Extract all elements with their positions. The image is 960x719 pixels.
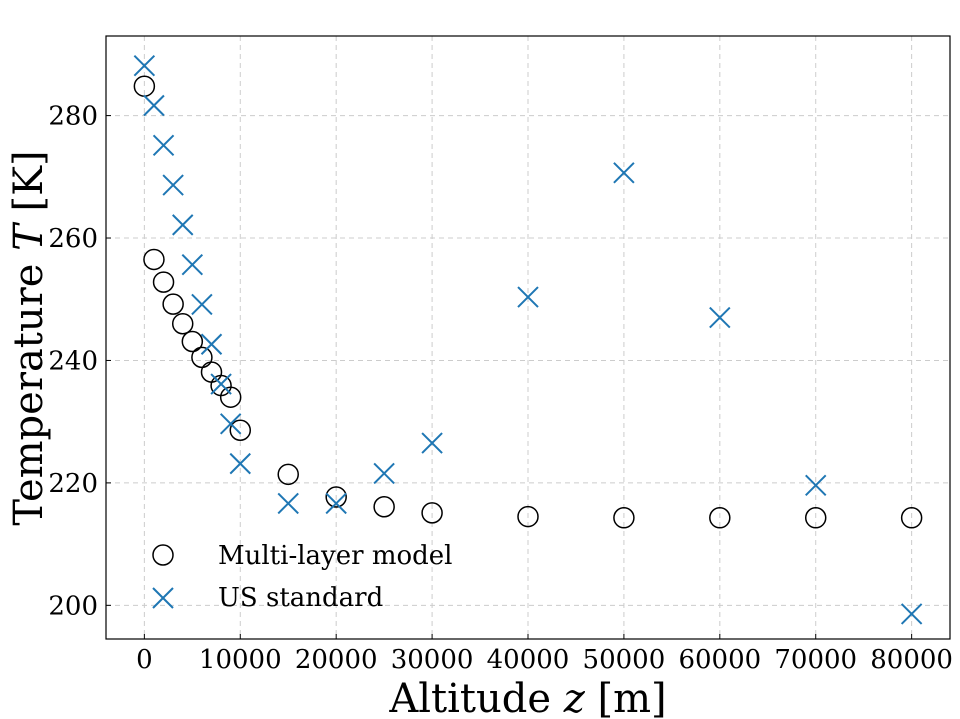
data-point-multi-layer-model	[162, 293, 184, 315]
data-point-multi-layer-model	[200, 361, 223, 383]
data-point-multi-layer-model	[325, 486, 347, 508]
x-tick-label: 10000	[199, 645, 282, 675]
data-point-multi-layer-model	[613, 507, 635, 529]
x-tick-label: 50000	[583, 645, 666, 675]
data-point-us-standard	[229, 452, 251, 475]
data-point-us-standard	[373, 462, 395, 485]
x-tick-label: 80000	[870, 645, 953, 675]
data-point-multi-layer-model	[421, 502, 443, 524]
data-point-multi-layer-model	[277, 463, 299, 486]
y-tick-label: 200	[48, 591, 98, 621]
x-tick-label: 40000	[487, 645, 570, 675]
y-axis-label: Temperature T [K]	[6, 150, 52, 525]
data-point-us-standard	[517, 286, 539, 308]
data-point-us-standard	[277, 492, 299, 515]
legend: Multi-layer model US standard	[152, 541, 452, 613]
data-point-us-standard	[143, 94, 165, 117]
x-tick-label: 30000	[391, 645, 474, 675]
data-point-multi-layer-model	[143, 248, 165, 271]
x-tick-label: 60000	[678, 645, 761, 675]
data-point-multi-layer-model	[229, 419, 252, 441]
x-axis-ticks: 0 10000 20000 30000 40000 50000 60000 70000 8000…	[136, 634, 953, 675]
data-point-us-standard	[210, 373, 232, 395]
data-point-us-standard	[172, 214, 194, 236]
grid	[106, 36, 950, 639]
data-point-us-standard	[219, 413, 242, 435]
data-point-multi-layer-model	[517, 505, 539, 528]
data-point-us-standard	[421, 432, 443, 454]
data-point-us-standard	[181, 253, 204, 276]
data-point-us-standard	[709, 306, 731, 329]
x-axis-label: Altitude z [m]	[388, 676, 666, 719]
x-tick-label: 70000	[774, 645, 857, 675]
data-point-multi-layer-model	[152, 271, 175, 293]
data-point-us-standard	[900, 603, 923, 625]
legend-label-us-standard: US standard	[218, 583, 383, 613]
legend-marker-us-standard	[152, 587, 174, 609]
data-point-us-standard	[162, 174, 184, 196]
data-point-multi-layer-model	[709, 507, 731, 529]
y-tick-label: 280	[48, 102, 98, 132]
x-tick-label: 20000	[295, 645, 378, 675]
data-point-us-standard	[613, 162, 635, 184]
data-point-us-standard	[325, 492, 347, 515]
data-point-multi-layer-model	[219, 386, 242, 408]
data-point-multi-layer-model	[181, 330, 204, 353]
data-point-multi-layer-model	[373, 496, 395, 518]
data-point-multi-layer-model	[804, 507, 827, 529]
y-tick-label: 220	[48, 469, 98, 499]
legend-label-multi-layer-model: Multi-layer model	[218, 541, 452, 571]
series-layer	[133, 54, 923, 625]
legend-marker-multi-layer-model	[152, 544, 174, 566]
data-point-us-standard	[200, 333, 223, 355]
data-point-us-standard	[191, 293, 213, 316]
series-us-standard	[133, 54, 923, 625]
y-tick-label: 240	[48, 346, 98, 376]
data-point-multi-layer-model	[171, 312, 194, 335]
plot-frame	[105, 35, 951, 640]
x-tick-label: 0	[136, 645, 153, 675]
y-tick-label: 260	[48, 224, 98, 254]
data-point-us-standard	[152, 134, 175, 156]
data-point-us-standard	[805, 474, 827, 497]
y-axis-ticks: 200 220 240 260 280	[48, 102, 111, 621]
data-point-multi-layer-model	[191, 346, 213, 369]
data-point-us-standard	[133, 54, 156, 77]
data-point-multi-layer-model	[900, 507, 923, 529]
